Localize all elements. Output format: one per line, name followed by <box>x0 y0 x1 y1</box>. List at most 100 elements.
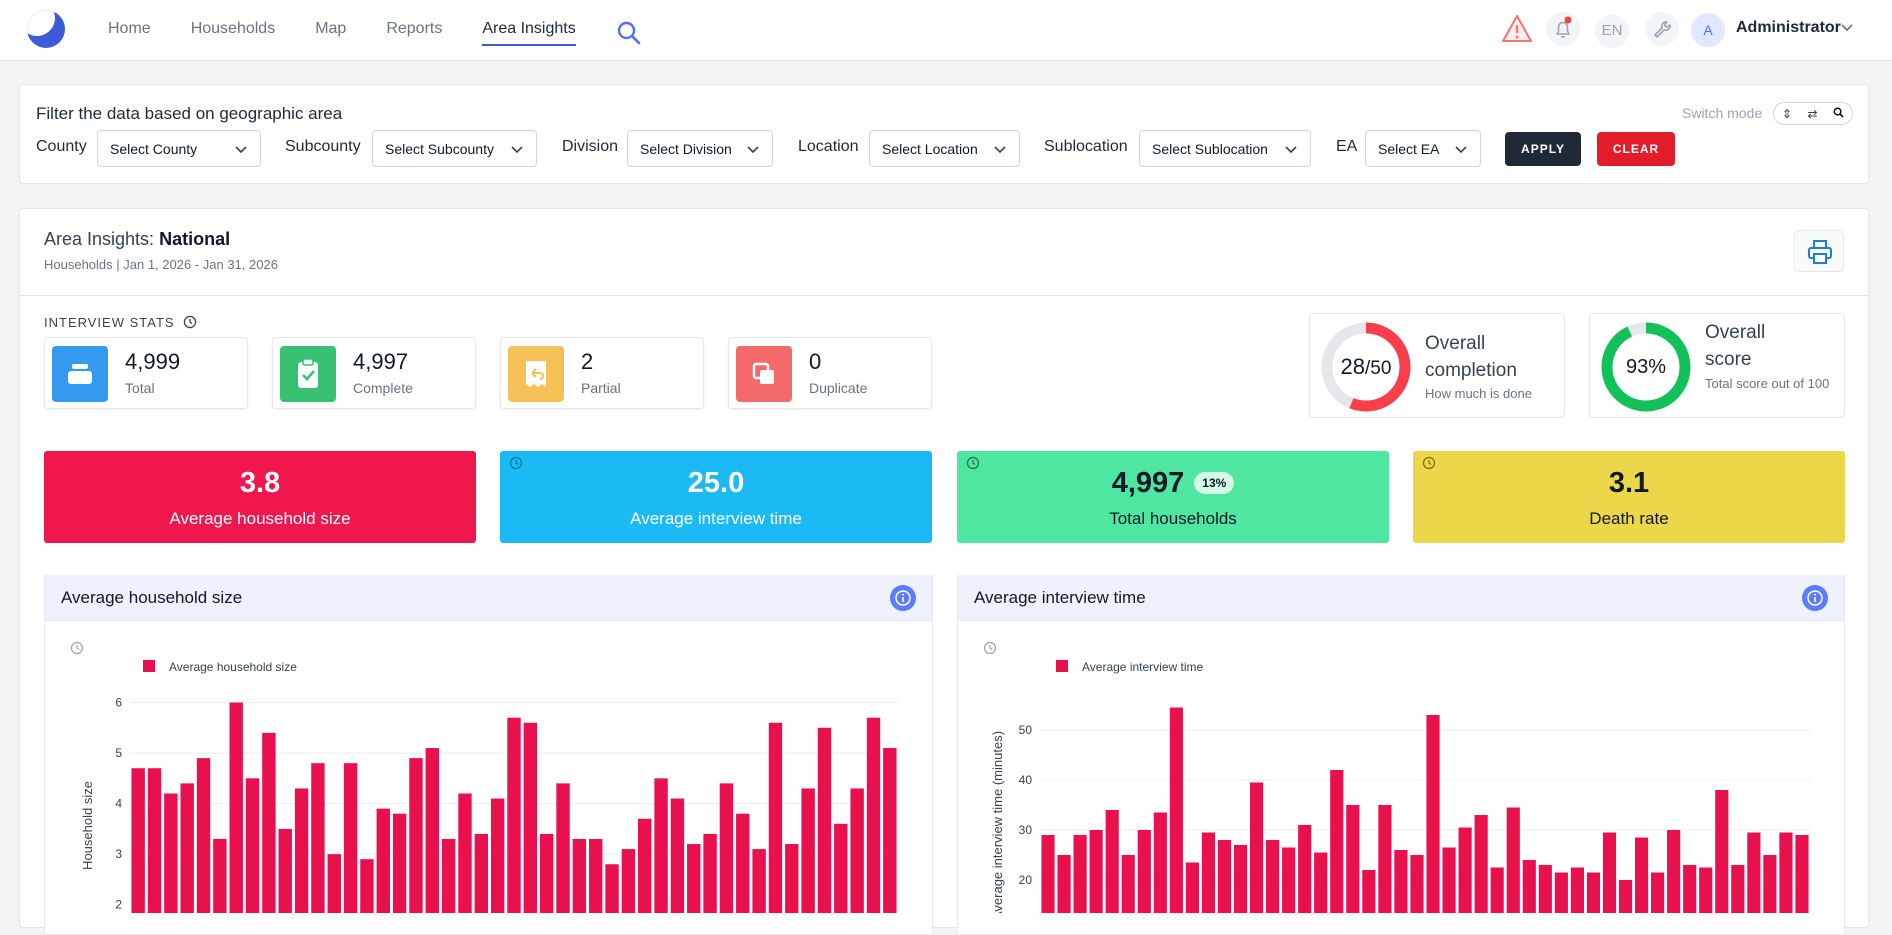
bar <box>719 783 734 913</box>
ea-select-value: Select EA <box>1378 141 1440 157</box>
bar <box>1522 860 1536 913</box>
sublocation-label: Sublocation <box>1044 138 1128 155</box>
bar <box>1683 865 1697 913</box>
y-tick-label: 20 <box>1019 873 1033 887</box>
bar <box>1715 790 1729 913</box>
bar <box>1442 847 1456 913</box>
chevron-down-icon <box>1455 146 1467 154</box>
bar <box>392 813 407 913</box>
switch-mode-toggle[interactable]: ⇕ ⇄ <box>1773 102 1853 125</box>
info-icon[interactable] <box>1802 585 1828 611</box>
county-select-value: Select County <box>110 141 198 157</box>
clipboard-check-icon <box>280 346 336 402</box>
search-icon[interactable] <box>1833 107 1844 121</box>
nav-home[interactable]: Home <box>108 20 151 37</box>
ea-select[interactable]: Select EA <box>1365 130 1481 167</box>
bar <box>343 763 358 913</box>
bar <box>1586 872 1601 913</box>
bar <box>262 732 276 913</box>
score-arc <box>1601 322 1691 412</box>
chevron-down-icon <box>747 146 759 154</box>
bar <box>703 833 717 913</box>
print-button[interactable] <box>1794 230 1844 272</box>
kpi-label: Total households <box>1109 509 1237 528</box>
bar <box>376 808 390 913</box>
language-switcher[interactable]: EN <box>1595 14 1629 48</box>
stat-card-partial: 2 Partial <box>500 337 704 409</box>
bar <box>360 859 374 913</box>
bar <box>572 838 587 913</box>
sort-icon[interactable]: ⇕ <box>1781 106 1792 121</box>
y-tick-label: 5 <box>115 746 122 760</box>
sublocation-select-value: Select Sublocation <box>1152 141 1268 157</box>
inbox-stack-icon <box>52 346 108 402</box>
division-select[interactable]: Select Division <box>627 130 773 167</box>
user-menu-name[interactable]: Administrator <box>1736 19 1841 36</box>
search-icon[interactable] <box>616 20 642 51</box>
chevron-down-icon[interactable] <box>1840 20 1854 39</box>
kpi-value: 3.8 <box>239 467 281 499</box>
bar <box>1249 782 1264 913</box>
nav-map[interactable]: Map <box>315 20 347 37</box>
stat-value: 4,997 <box>353 349 409 374</box>
nav-households[interactable]: Households <box>190 20 276 37</box>
bar <box>1667 830 1681 913</box>
bar <box>1105 810 1119 913</box>
apply-button[interactable]: APPLY <box>1505 132 1581 166</box>
bar <box>1490 867 1504 913</box>
bar <box>1298 825 1312 913</box>
app-logo[interactable] <box>27 10 65 48</box>
clear-button[interactable]: CLEAR <box>1597 132 1675 166</box>
bar <box>1410 855 1424 913</box>
location-label: Location <box>798 138 859 155</box>
bar <box>1217 840 1232 913</box>
y-axis-label: Average interview time (minutes) <box>990 731 1005 913</box>
score-title: Overall score <box>1705 322 1766 370</box>
chevron-down-icon <box>511 146 523 154</box>
bar <box>1426 715 1440 913</box>
nav-area-insights[interactable]: Area Insights <box>482 20 576 46</box>
completion-title: Overall completion <box>1425 333 1517 381</box>
bar <box>294 788 309 913</box>
completion-arc <box>1321 322 1411 412</box>
bar <box>1137 830 1151 913</box>
interview-stats-text: INTERVIEW STATS <box>44 315 175 330</box>
kpi-value-row: 4,997 13% <box>957 467 1389 500</box>
bar <box>1634 837 1649 913</box>
nav-reports[interactable]: Reports <box>386 20 443 37</box>
subcounty-select-value: Select Subcounty <box>385 141 494 157</box>
sublocation-select[interactable]: Select Sublocation <box>1139 130 1311 167</box>
bar <box>164 793 178 913</box>
completion-total: /50 <box>1365 358 1392 379</box>
y-tick-label: 4 <box>115 797 122 811</box>
bar <box>1602 832 1617 913</box>
y-tick-label: 30 <box>1019 823 1033 837</box>
location-select[interactable]: Select Location <box>869 130 1020 167</box>
bar <box>523 722 538 913</box>
bar <box>834 823 848 913</box>
clock-icon <box>183 315 197 329</box>
bar <box>670 798 685 913</box>
chevron-down-icon <box>1285 146 1297 154</box>
bar <box>1266 840 1280 913</box>
notifications-bell-icon[interactable] <box>1546 12 1580 48</box>
bar <box>1121 855 1135 913</box>
bar <box>196 758 211 913</box>
wrench-icon[interactable] <box>1645 12 1679 48</box>
receipt-return-icon <box>508 346 564 402</box>
subcounty-label: Subcounty <box>285 138 361 155</box>
swap-icon[interactable]: ⇄ <box>1807 106 1818 121</box>
clock-icon <box>966 456 980 470</box>
subcounty-select[interactable]: Select Subcounty <box>372 130 537 167</box>
county-select[interactable]: Select County <box>97 130 261 167</box>
stat-label: Complete <box>353 380 413 396</box>
info-icon[interactable] <box>890 585 916 611</box>
bar <box>785 844 799 913</box>
warning-icon[interactable] <box>1500 12 1534 48</box>
bar <box>1346 805 1360 913</box>
stat-label: Duplicate <box>809 380 868 396</box>
bar <box>1057 855 1071 913</box>
bar <box>409 758 423 913</box>
bar <box>736 813 750 913</box>
user-avatar[interactable]: A <box>1691 13 1725 47</box>
